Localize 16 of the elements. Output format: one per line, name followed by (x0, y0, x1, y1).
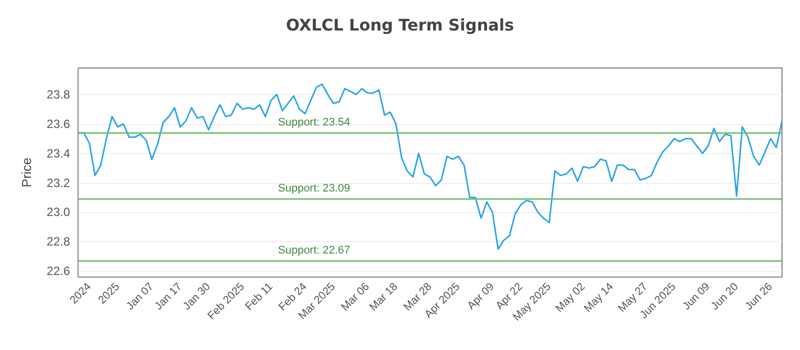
y-tick-label: 23.2 (46, 176, 70, 190)
y-tick-label: 23.0 (46, 205, 70, 220)
y-tick-label: 23.6 (46, 116, 70, 131)
x-tick-label: Jun 26 (743, 280, 775, 313)
x-tick-label: Apr 09 (465, 280, 497, 312)
y-tick-label: 23.8 (46, 87, 70, 102)
chart-title: OXLCL Long Term Signals (286, 16, 514, 34)
y-tick-label: 23.4 (46, 146, 70, 160)
y-tick-label: 22.8 (46, 234, 70, 249)
ref-line-label: Support: 23.54 (278, 116, 350, 128)
y-tick-label: 22.6 (46, 264, 70, 278)
x-tick-label: Mar 18 (368, 280, 400, 314)
y-axis-title: Price (19, 158, 34, 188)
ref-line-label: Support: 22.67 (278, 244, 350, 256)
x-tick-label: Feb 11 (243, 280, 276, 313)
ref-line-label: Support: 23.09 (278, 182, 350, 194)
